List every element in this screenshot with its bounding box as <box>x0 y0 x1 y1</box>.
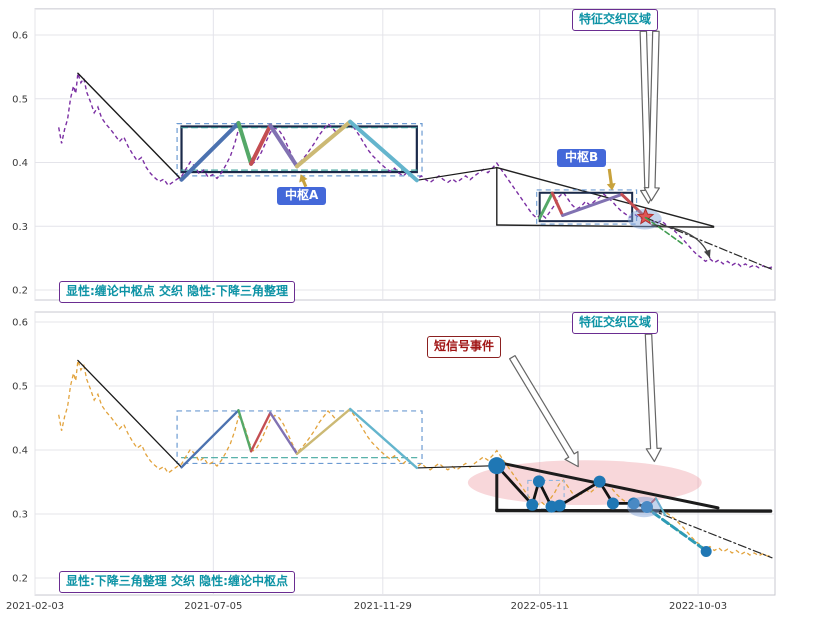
pivot-b-pen-2 <box>550 191 565 217</box>
triangle-lower <box>495 508 773 513</box>
x-tick-label: 2021-11-29 <box>354 601 412 612</box>
pen-segment <box>268 123 299 169</box>
top-panel-chart: 0.2 0.3 0.4 0.5 0.6 <box>12 8 776 301</box>
pivot-b-dashed-box <box>536 189 638 225</box>
zigzag-dot <box>593 475 606 488</box>
zigzag-dot <box>640 500 653 513</box>
zigzag-dot <box>627 497 640 510</box>
connector-segment <box>416 167 498 181</box>
bottom-caption: 显性:下降三角整理 交织 隐性:缠论中枢点 <box>59 571 295 593</box>
y-tick-label: 0.3 <box>12 222 28 233</box>
pivot-b-pen-1 <box>538 191 554 220</box>
bottom-panel-chart: 0.2 0.3 0.4 0.5 0.6 2021-02-03 2021-07-05 2021-… <box>6 311 776 612</box>
signal-callout-arrow <box>509 354 579 468</box>
zigzag-dot <box>532 475 545 488</box>
pivot-a-label: 中枢A <box>277 187 327 205</box>
trend-dashdot <box>648 508 773 559</box>
zigzag-dot <box>606 497 619 510</box>
triangle-lower <box>496 224 715 228</box>
y-tick-label: 0.5 <box>12 94 28 105</box>
pivot-b-pen-3 <box>561 192 624 217</box>
feature-callout-arrow <box>644 333 662 463</box>
pen-segment <box>269 411 299 456</box>
curved-arrow-head <box>704 249 711 259</box>
pen-segment <box>236 121 254 166</box>
pen-segment <box>295 119 353 169</box>
x-tick-label: 2021-02-03 <box>6 601 64 612</box>
pen-segment <box>348 119 419 183</box>
pivot-b-dashed-box <box>527 479 565 510</box>
x-tick-label: 2022-05-11 <box>511 601 569 612</box>
pivot-b-box <box>538 191 634 223</box>
pivot-a-dashed-box <box>176 410 423 465</box>
plot-area <box>34 8 776 301</box>
triangle-upper <box>496 166 715 228</box>
exit-green-dashed <box>644 216 685 246</box>
bottom-feature-zone-label: 特征交织区域 <box>572 312 659 334</box>
pen-segment <box>295 407 352 456</box>
pivot-b-label: 中枢B <box>557 149 607 167</box>
convergence-ellipse <box>627 496 662 518</box>
y-tick-label: 0.2 <box>12 286 28 297</box>
y-tick-label: 0.2 <box>12 574 28 585</box>
initial-down-segment <box>77 72 183 181</box>
price-line <box>58 360 773 557</box>
triangle-upper <box>495 460 720 510</box>
pen-segment <box>249 411 272 453</box>
pivot-a-box <box>180 125 418 174</box>
y-tick-label: 0.4 <box>12 446 28 457</box>
y-tick-label: 0.6 <box>12 318 28 329</box>
y-tick-label: 0.5 <box>12 382 28 393</box>
pivot-b-pointer <box>606 168 616 191</box>
y-tick-label: 0.6 <box>12 31 28 42</box>
feature-callout-arrow-2 <box>643 30 660 202</box>
pivot-b-pen-4 <box>620 192 647 219</box>
zigzag-dot <box>553 499 566 512</box>
pen-segment <box>237 409 253 453</box>
y-tick-label: 0.3 <box>12 510 28 521</box>
x-tick-label: 2022-10-03 <box>669 601 727 612</box>
zigzag-dot <box>526 498 539 511</box>
mini-teal-segment <box>654 497 667 517</box>
pivot-a-dashed-box <box>176 123 423 177</box>
top-feature-zone-label: 特征交织区域 <box>572 9 659 31</box>
initial-down-segment <box>77 359 183 468</box>
x-tick-label: 2021-07-05 <box>184 601 242 612</box>
pen-segment <box>180 409 240 469</box>
exit-end-dot <box>700 545 712 557</box>
pen-segment <box>179 121 241 182</box>
exit-dashed-teal <box>652 511 708 553</box>
zigzag-dot <box>488 457 506 475</box>
y-tick-label: 0.4 <box>12 158 28 169</box>
pen-segment <box>349 407 418 470</box>
connector-segment <box>416 465 498 469</box>
signal-event-label: 短信号事件 <box>427 336 502 358</box>
top-caption: 显性:缠论中枢点 交织 隐性:下降三角整理 <box>59 281 295 303</box>
pivot-a-pointer <box>299 174 308 188</box>
pen-segment <box>249 123 273 166</box>
